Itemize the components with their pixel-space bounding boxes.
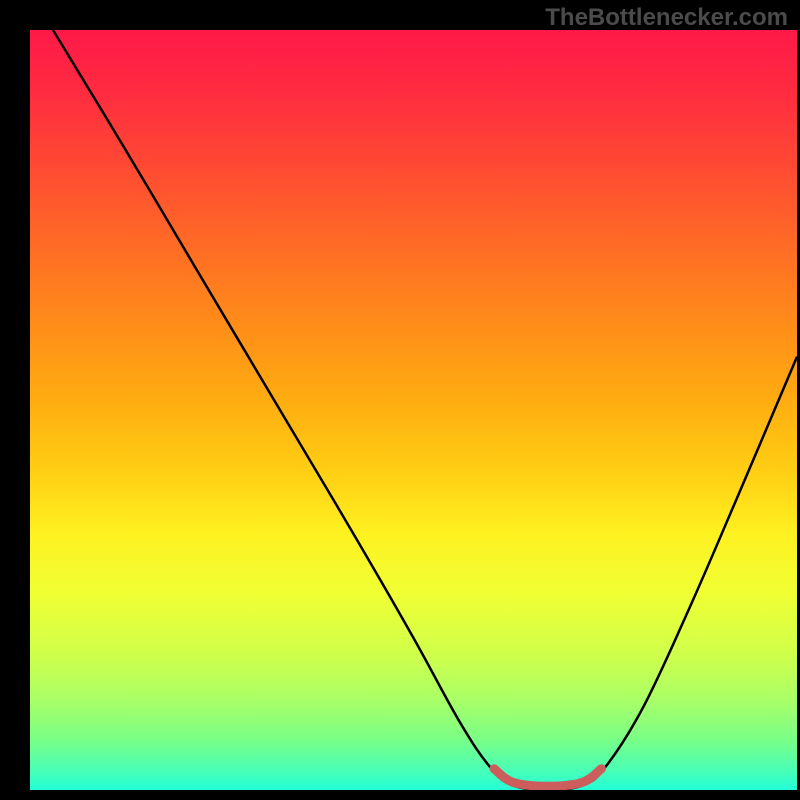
curve-layer [30, 30, 797, 790]
plot-area [30, 30, 797, 790]
bottleneck-curve [53, 30, 797, 790]
chart-container: TheBottlenecker.com [0, 0, 800, 800]
optimal-highlight [494, 769, 601, 786]
watermark-text: TheBottlenecker.com [545, 4, 788, 32]
